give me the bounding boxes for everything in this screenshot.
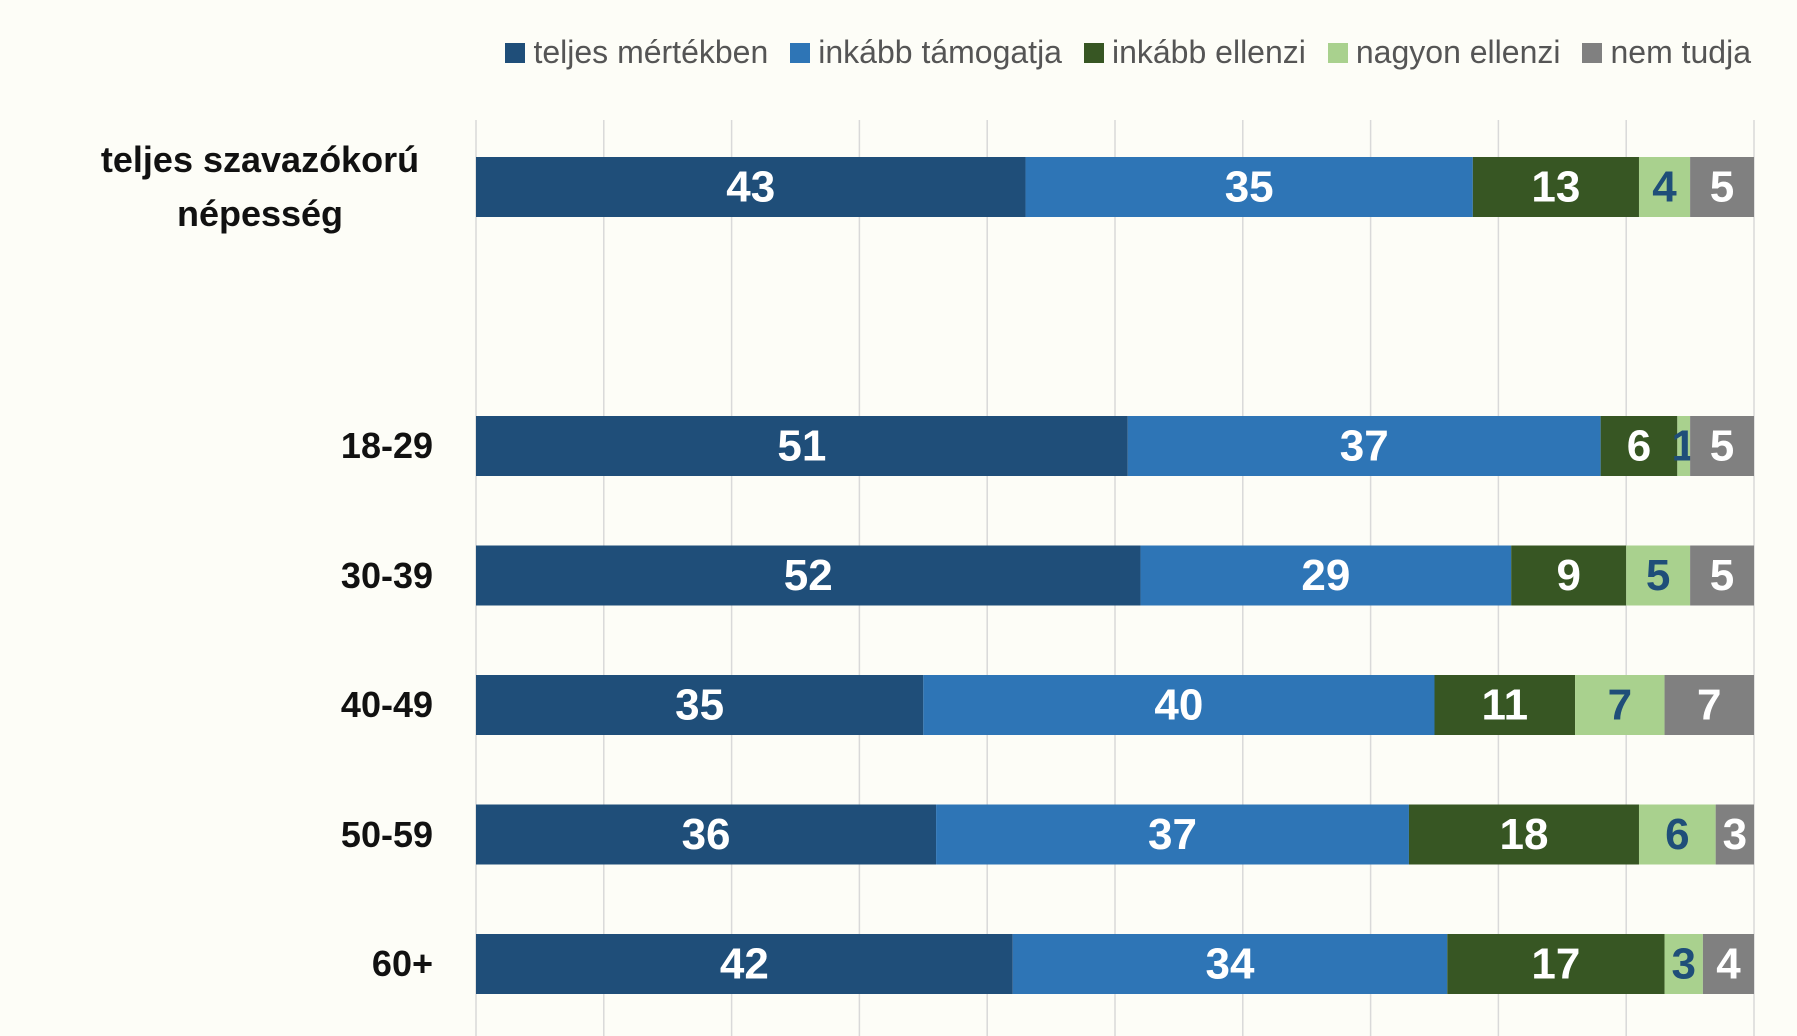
legend-swatch	[1582, 42, 1603, 63]
bar-segment	[1447, 934, 1665, 994]
legend-label: teljes mértékben	[533, 34, 769, 70]
legend-item: nagyon ellenzi	[1327, 34, 1561, 71]
bar-segment	[1025, 157, 1473, 217]
bar-segment	[476, 675, 924, 735]
bar-segment	[1127, 416, 1601, 476]
legend-swatch	[1327, 42, 1348, 63]
bar-segment	[1638, 804, 1716, 865]
data-label: 9	[1556, 551, 1580, 600]
data-label: 52	[784, 551, 833, 600]
y-tick-label: 30-39	[340, 554, 433, 596]
bar-segment	[1638, 157, 1691, 217]
data-label: 3	[1671, 940, 1695, 989]
legend-label: inkább támogatja	[818, 34, 1062, 70]
bar-segment	[1600, 416, 1678, 476]
data-label: 42	[720, 940, 769, 989]
data-label: 18	[1499, 810, 1548, 859]
bar-segment	[1575, 675, 1665, 735]
data-label: 5	[1710, 551, 1734, 600]
y-tick-label: teljes szavazókorú népesség	[100, 139, 420, 234]
y-tick-label: 50-59	[340, 813, 433, 855]
data-label: 37	[1340, 422, 1389, 471]
bar-segment	[476, 157, 1026, 217]
bar-segment	[1140, 545, 1512, 606]
legend-swatch	[790, 42, 811, 63]
bar-segment	[1690, 416, 1754, 476]
bar-segment	[1690, 157, 1754, 217]
bar-segment	[1677, 416, 1691, 476]
bar-segment	[1690, 545, 1754, 606]
data-label: 4	[1652, 163, 1677, 212]
legend-item: nem tudja	[1582, 34, 1751, 71]
legend-label: inkább ellenzi	[1111, 34, 1306, 70]
bar-segment	[1626, 545, 1691, 606]
data-label: 11	[1482, 681, 1529, 730]
data-label: 7	[1697, 681, 1721, 730]
bar-segment	[1664, 675, 1754, 735]
legend-label: nem tudja	[1610, 34, 1751, 70]
data-label: 6	[1627, 422, 1651, 471]
bar-segment	[1702, 934, 1754, 994]
bar-segment	[476, 934, 1013, 994]
data-label: 34	[1206, 940, 1255, 989]
data-label: 7	[1608, 681, 1632, 730]
legend-item: teljes mértékben	[505, 34, 768, 71]
legend-swatch	[1083, 42, 1104, 63]
bar-segment	[1511, 545, 1627, 606]
legend-item: inkább támogatja	[790, 34, 1062, 71]
data-label: 35	[675, 681, 724, 730]
legend-item: inkább ellenzi	[1083, 34, 1306, 71]
data-label: 43	[726, 163, 775, 212]
data-label: 6	[1665, 810, 1689, 859]
y-tick-label: 18-29	[340, 425, 433, 466]
bar-segment	[476, 545, 1141, 606]
data-label: 5	[1646, 551, 1670, 600]
data-label: 3	[1723, 810, 1747, 859]
data-label: 5	[1710, 163, 1734, 212]
data-label: 17	[1531, 940, 1580, 989]
legend: teljes mértékben inkább támogatja inkább e…	[505, 34, 1751, 71]
bar-segment	[1434, 675, 1576, 735]
bar-segment	[1715, 804, 1754, 865]
data-label: 37	[1148, 810, 1197, 859]
legend-swatch	[505, 42, 526, 63]
bar-segment	[476, 416, 1128, 476]
data-label: 4	[1716, 940, 1741, 989]
bar-segment	[1664, 934, 1703, 994]
bar-segment	[1472, 157, 1639, 217]
data-label: 5	[1710, 422, 1734, 471]
bar-segment	[936, 804, 1409, 865]
data-label: 51	[777, 422, 826, 471]
data-label: 29	[1301, 551, 1350, 600]
y-tick-label: 60+	[371, 943, 433, 984]
bar-segment	[476, 804, 937, 865]
y-tick-label: 40-49	[340, 684, 433, 725]
bar-segment	[1012, 934, 1448, 994]
legend-label: nagyon ellenzi	[1355, 34, 1561, 70]
data-label: 40	[1154, 681, 1203, 730]
bar-segment	[923, 675, 1435, 735]
data-label: 35	[1225, 163, 1274, 212]
bar-segment	[1408, 804, 1639, 865]
data-label: 36	[682, 810, 731, 859]
data-label: 13	[1531, 163, 1580, 212]
